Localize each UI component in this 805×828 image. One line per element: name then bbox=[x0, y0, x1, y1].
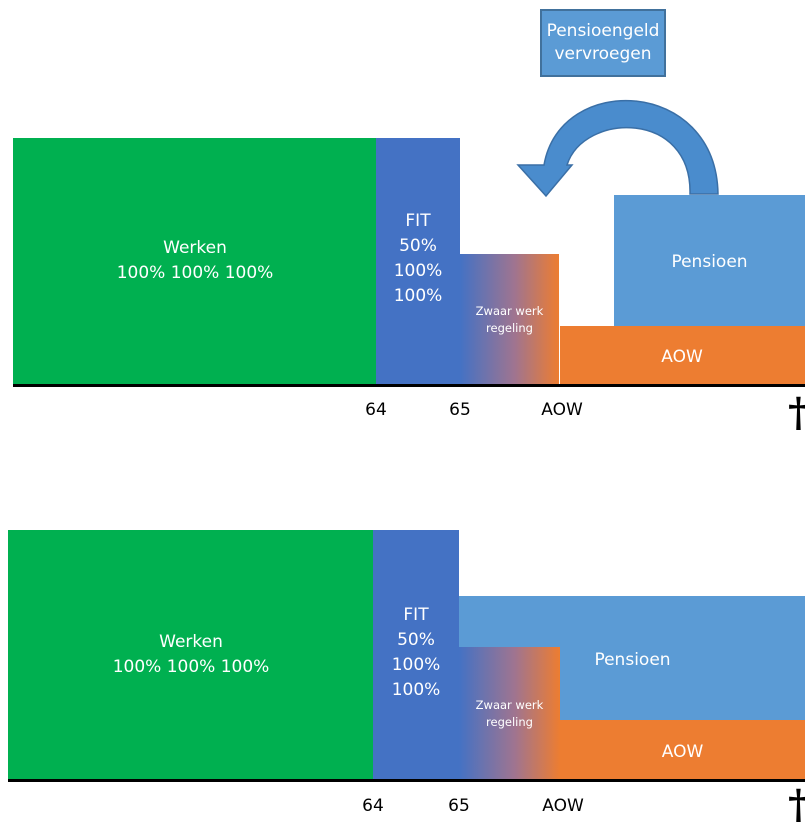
top-zwaar-werk-block bbox=[460, 254, 559, 386]
top-werken-label: Werken 100% 100% 100% bbox=[116, 238, 274, 283]
bottom-werken-label: Werken 100% 100% 100% bbox=[112, 632, 270, 677]
top-tick-64: 64 bbox=[365, 400, 387, 420]
pensioengeld-vervroegen-callout: Pensioengeld vervroegen bbox=[540, 9, 666, 77]
bottom-zwaar-werk-block bbox=[459, 647, 560, 780]
top-axis-line bbox=[13, 384, 805, 387]
top-tick-65: 65 bbox=[449, 400, 471, 420]
bottom-tick-64: 64 bbox=[362, 796, 384, 816]
bottom-pensioen-label: Pensioen bbox=[594, 650, 671, 670]
top-pensioen-block bbox=[614, 195, 805, 327]
top-aow-label: AOW bbox=[661, 347, 703, 367]
top-werken-block bbox=[13, 138, 377, 386]
top-death-icon: † bbox=[788, 393, 805, 433]
bottom-aow-block bbox=[560, 720, 805, 780]
top-pensioen-label: Pensioen bbox=[671, 252, 748, 272]
bottom-death-icon: † bbox=[788, 785, 805, 825]
bottom-axis-line bbox=[8, 779, 805, 782]
bottom-zwaar-werk-label: Zwaar werk regeling bbox=[475, 698, 544, 729]
bottom-fit-label: FIT 50% 100% 100% bbox=[391, 605, 441, 700]
bottom-fit-block bbox=[373, 530, 459, 780]
bottom-tick-aow: AOW bbox=[542, 796, 584, 816]
top-fit-label: FIT 50% 100% 100% bbox=[393, 211, 443, 306]
bottom-werken-block bbox=[8, 530, 374, 780]
bottom-tick-65: 65 bbox=[448, 796, 470, 816]
top-tick-aow: AOW bbox=[541, 400, 583, 420]
top-fit-block bbox=[376, 138, 460, 386]
bottom-aow-label: AOW bbox=[661, 742, 704, 762]
top-aow-block bbox=[559, 326, 805, 386]
top-zwaar-werk-label: Zwaar werk regeling bbox=[475, 304, 544, 335]
